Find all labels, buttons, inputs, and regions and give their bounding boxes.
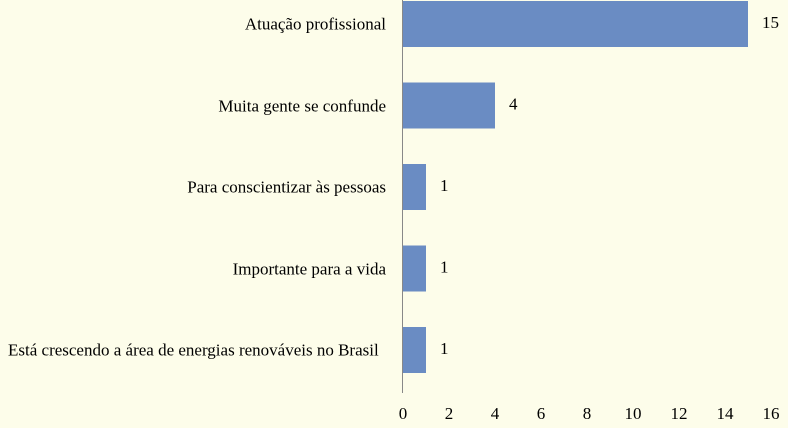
data-label: 15 — [762, 13, 779, 32]
category-label: Atuação profissional — [244, 14, 386, 34]
category-label: Está crescendo a área de energias renová… — [8, 340, 379, 360]
x-tick-label: 12 — [671, 404, 688, 423]
data-label: 1 — [440, 176, 449, 195]
category-label: Muita gente se confunde — [218, 96, 386, 115]
bar — [403, 327, 426, 373]
x-tick-label: 10 — [625, 404, 642, 423]
bar — [403, 82, 495, 129]
bar — [403, 245, 426, 292]
data-label: 1 — [440, 257, 449, 276]
x-tick-label: 6 — [537, 404, 546, 423]
data-label: 4 — [509, 94, 518, 113]
x-tick-label: 16 — [763, 404, 780, 423]
x-tick-label: 14 — [717, 404, 735, 423]
bar — [403, 1, 748, 47]
x-tick-label: 4 — [491, 404, 500, 423]
bar — [403, 164, 426, 210]
x-tick-label: 0 — [399, 404, 408, 423]
x-tick-label: 8 — [583, 404, 592, 423]
category-label: Para conscientizar às pessoas — [187, 177, 386, 197]
x-tick-label: 2 — [445, 404, 454, 423]
data-label: 1 — [440, 339, 449, 358]
category-label: Importante para a vida — [232, 259, 386, 278]
